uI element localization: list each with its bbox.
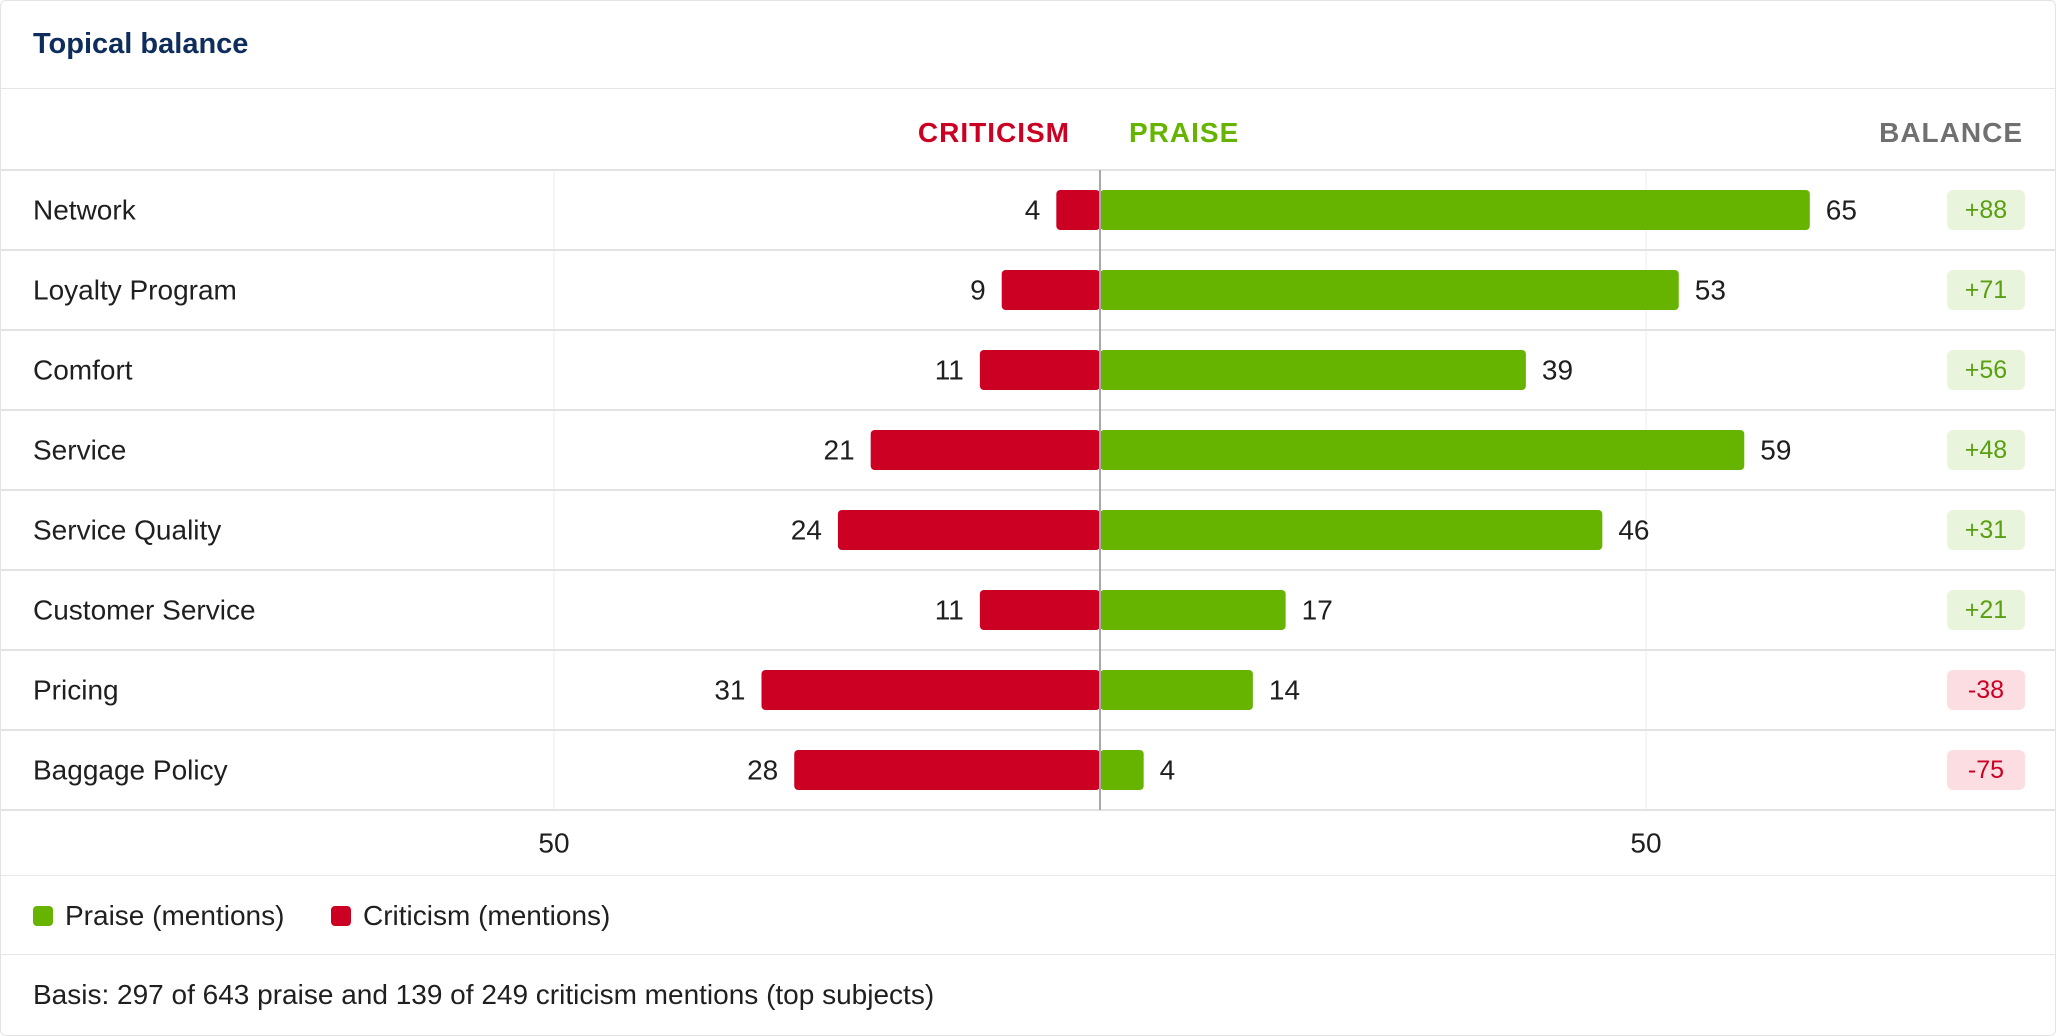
category-label: Customer Service — [33, 595, 256, 626]
balance-value: +48 — [1965, 436, 2007, 464]
praise-value-label: 46 — [1618, 515, 1649, 546]
category-label: Service Quality — [33, 515, 221, 546]
category-label: Loyalty Program — [33, 275, 237, 306]
praise-value-label: 65 — [1826, 195, 1857, 226]
balance-badge — [1947, 430, 2025, 470]
balance-value: +71 — [1965, 276, 2007, 304]
chart-legend: Praise (mentions) Criticism (mentions) — [1, 875, 2055, 955]
balance-value: +88 — [1965, 196, 2007, 224]
category-label: Network — [33, 195, 137, 226]
criticism-column-header: CRITICISM — [917, 117, 1070, 148]
praise-swatch-icon — [33, 906, 53, 926]
praise-value-label: 59 — [1760, 435, 1791, 466]
criticism-bar — [870, 430, 1100, 470]
criticism-value-label: 28 — [747, 755, 778, 786]
legend-item-criticism: Criticism (mentions) — [331, 900, 610, 932]
balance-value: +31 — [1965, 516, 2007, 544]
praise-value-label: 17 — [1302, 595, 1333, 626]
card-title: Topical balance — [33, 28, 249, 60]
balance-badge — [1947, 670, 2025, 710]
praise-value-label: 14 — [1269, 675, 1300, 706]
criticism-value-label: 9 — [970, 275, 986, 306]
praise-bar — [1100, 350, 1526, 390]
balance-value: +56 — [1965, 356, 2007, 384]
criticism-bar — [1056, 190, 1100, 230]
category-label: Comfort — [33, 355, 133, 386]
balance-badge — [1947, 590, 2025, 630]
balance-value: -75 — [1968, 756, 2004, 784]
criticism-bar — [761, 670, 1100, 710]
legend-label-criticism: Criticism (mentions) — [363, 900, 611, 931]
basis-footnote: Basis: 297 of 643 praise and 139 of 249 … — [33, 979, 935, 1010]
criticism-value-label: 11 — [935, 355, 964, 386]
x-tick-label: 50 — [1630, 828, 1661, 859]
balance-value: -38 — [1968, 676, 2004, 704]
criticism-value-label: 21 — [824, 435, 855, 466]
criticism-value-label: 24 — [791, 515, 822, 546]
category-label: Pricing — [33, 675, 119, 706]
criticism-bar — [979, 590, 1100, 630]
criticism-bar — [1001, 270, 1100, 310]
praise-value-label: 39 — [1542, 355, 1573, 386]
balance-badge — [1947, 750, 2025, 790]
balance-column-header: BALANCE — [1879, 117, 2023, 148]
diverging-bar-chart: Network 4 65 +88 Loyalty Program 9 53 +71 Comfor… — [1, 169, 2055, 859]
criticism-value-label: 4 — [1025, 195, 1041, 226]
praise-bar — [1100, 590, 1286, 630]
balance-badge — [1947, 190, 2025, 230]
criticism-value-label: 11 — [935, 595, 964, 626]
praise-value-label: 4 — [1160, 755, 1176, 786]
praise-bar — [1100, 670, 1253, 710]
balance-badge — [1947, 350, 2025, 390]
praise-bar — [1100, 750, 1144, 790]
criticism-bar — [794, 750, 1100, 790]
balance-badge — [1947, 510, 2025, 550]
card-header: Topical balance — [1, 1, 2055, 89]
criticism-swatch-icon — [331, 906, 351, 926]
x-tick-label: 50 — [538, 828, 569, 859]
balance-badge — [1947, 270, 2025, 310]
balance-value: +21 — [1965, 596, 2007, 624]
legend-label-praise: Praise (mentions) — [65, 900, 285, 931]
praise-bar — [1100, 190, 1810, 230]
criticism-bar — [837, 510, 1100, 550]
praise-column-header: PRAISE — [1129, 117, 1240, 148]
criticism-value-label: 31 — [714, 675, 745, 706]
category-label: Baggage Policy — [33, 755, 228, 786]
legend-item-praise: Praise (mentions) — [33, 900, 284, 932]
praise-bar — [1100, 270, 1679, 310]
category-label: Service — [33, 435, 126, 466]
criticism-bar — [979, 350, 1100, 390]
praise-bar — [1100, 430, 1745, 470]
praise-bar — [1100, 510, 1603, 550]
praise-value-label: 53 — [1695, 275, 1726, 306]
